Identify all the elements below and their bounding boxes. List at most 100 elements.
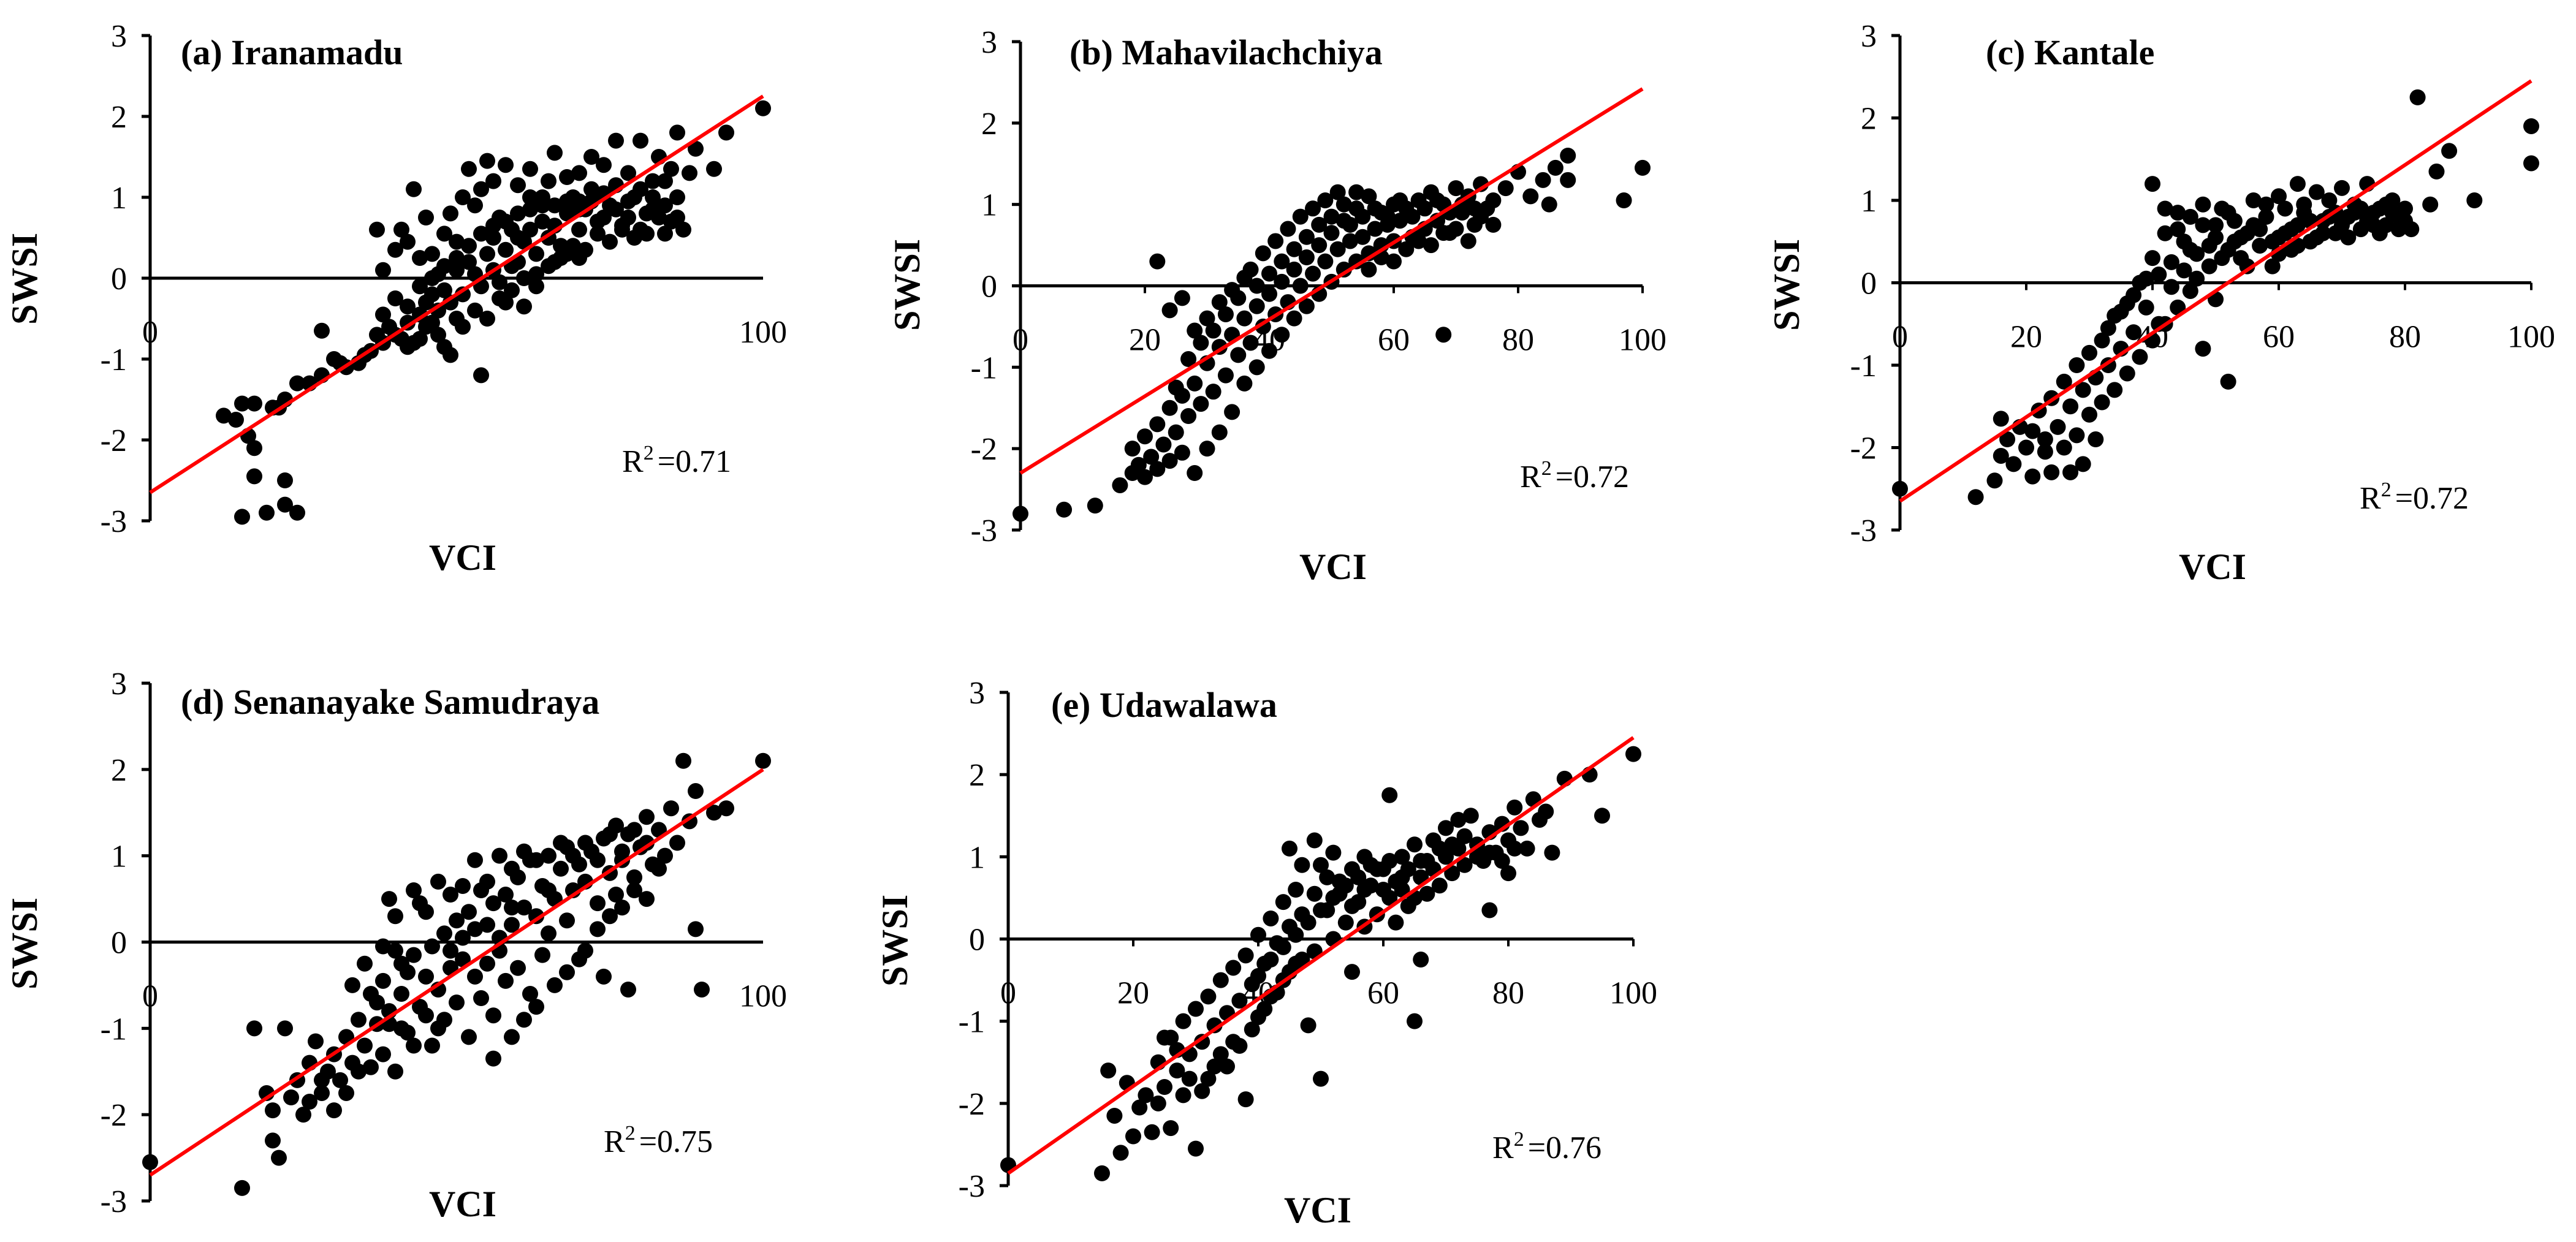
data-point [669,189,685,205]
data-point [1541,196,1557,213]
data-point [1157,1079,1172,1095]
y-tick-label: -1 [101,343,127,377]
data-point [1404,208,1421,225]
data-point [1200,1070,1217,1087]
x-tick-label: 100 [2507,320,2555,355]
data-point [1231,1037,1248,1054]
data-point [633,132,648,149]
data-point [2189,270,2205,287]
r-squared-prefix: R [604,1124,625,1159]
data-point [2069,427,2085,444]
data-point [1143,449,1160,465]
data-point [1325,844,1342,861]
data-point [1294,857,1310,873]
x-tick-label: 0 [1013,323,1028,358]
data-point [2390,221,2407,238]
data-point [2277,225,2293,241]
data-point [2252,221,2268,238]
data-point [2132,349,2148,365]
data-point [1892,480,1908,497]
data-point [547,197,563,214]
data-point [1193,396,1209,412]
data-point [2163,279,2179,295]
data-point [485,230,501,246]
data-point [1230,290,1247,306]
data-point [467,197,483,214]
data-point [479,873,495,890]
data-point [651,210,667,225]
data-point [2024,423,2041,439]
data-point [418,210,434,225]
data-point [1594,808,1610,824]
data-point [2157,200,2173,217]
y-tick-label: -2 [101,1098,127,1133]
panel-title: (e) Udawalawa [1051,685,1277,725]
data-point [246,1020,262,1037]
data-point [1466,200,1483,217]
y-axis-title: SWSI [4,898,45,990]
data-point [246,440,262,456]
data-point [498,972,514,989]
data-point [2315,225,2331,241]
data-point [1325,890,1342,906]
data-point [675,752,691,769]
data-point [424,246,440,262]
data-point [479,917,495,933]
data-point [2094,332,2110,349]
data-point [455,189,471,205]
r-squared-superscript: 2 [1541,457,1552,480]
data-point [1337,877,1354,894]
data-point [1155,436,1172,453]
data-point [2170,205,2186,221]
data-point [1163,1120,1179,1137]
data-point [2075,456,2091,472]
data-point [479,311,495,327]
data-point [2062,398,2079,415]
data-point [1242,335,1259,351]
data-point [541,882,557,898]
data-point [1416,200,1433,217]
data-point [504,917,520,933]
panel-title: (c) Kantale [1986,32,2154,72]
x-tick-label: 60 [2263,320,2295,355]
y-axis-title: SWSI [875,895,915,986]
data-point [1161,453,1178,469]
data-point [1206,1058,1223,1075]
data-point [2239,258,2255,275]
data-point [1993,447,2009,464]
data-point [246,395,262,412]
data-point [620,193,636,210]
data-point [387,241,403,258]
data-point [1361,188,1377,205]
r-squared-prefix: R [2360,481,2381,516]
data-point [259,504,275,521]
data-point [479,153,495,169]
data-point [1248,359,1265,376]
data-point [1423,237,1439,254]
data-point [1250,926,1266,943]
data-point [1217,367,1234,384]
data-point [2163,254,2179,270]
data-point [418,904,434,920]
data-point [473,225,489,242]
y-axis-title: SWSI [1766,239,1807,331]
data-point [393,986,409,1002]
data-point [1494,853,1510,869]
data-point [320,1063,336,1080]
data-point [614,843,630,860]
data-point [406,1037,422,1054]
data-point [1344,898,1360,914]
data-point [1313,1070,1329,1087]
data-point [516,1012,532,1028]
r-squared-label: R2 =0.72 [1520,457,1629,494]
data-point [1367,221,1383,237]
data-point [436,925,452,942]
data-point [436,258,452,275]
data-point [1267,233,1284,249]
data-point [2107,382,2123,398]
data-point [1275,894,1291,911]
data-point [283,1089,299,1105]
data-point [1535,172,1551,188]
data-point [1193,335,1209,351]
